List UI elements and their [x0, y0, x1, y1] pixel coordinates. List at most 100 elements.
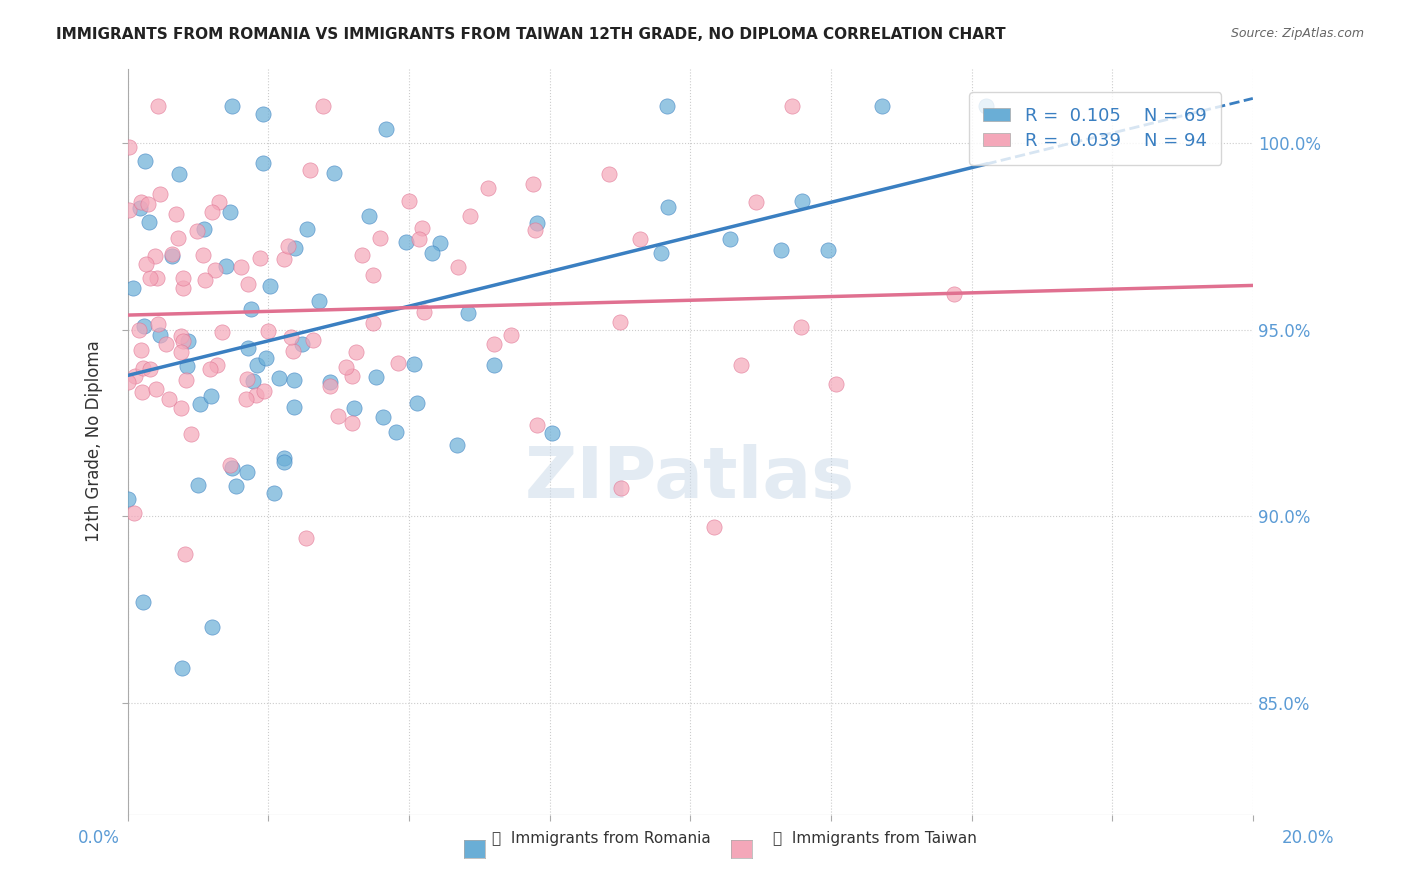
Point — [204, 263, 226, 277]
Point — [193, 248, 215, 262]
Point — [326, 409, 349, 423]
Point — [730, 359, 752, 373]
Point — [745, 194, 768, 209]
Point — [323, 166, 346, 180]
Point — [132, 360, 155, 375]
Point — [395, 235, 418, 249]
Point — [718, 232, 741, 246]
Point — [482, 337, 505, 351]
Point — [790, 320, 813, 334]
Point — [180, 426, 202, 441]
Point — [412, 305, 434, 319]
Point — [219, 458, 242, 473]
Point — [340, 416, 363, 430]
Point — [118, 139, 141, 153]
Point — [295, 221, 318, 235]
Point — [318, 376, 340, 390]
Point — [172, 281, 194, 295]
Legend: R =  0.105    N = 69, R =  0.039    N = 94: R = 0.105 N = 69, R = 0.039 N = 94 — [969, 93, 1222, 165]
Point — [253, 384, 276, 398]
Point — [146, 99, 169, 113]
Point — [187, 478, 209, 492]
Point — [299, 162, 322, 177]
Point — [208, 195, 231, 210]
Point — [172, 271, 194, 285]
Point — [122, 281, 145, 295]
Point — [174, 373, 197, 387]
Point — [200, 389, 222, 403]
Point — [291, 337, 314, 351]
Point — [598, 167, 620, 181]
Point — [162, 249, 184, 263]
Point — [499, 328, 522, 343]
Point — [135, 257, 157, 271]
Point — [131, 385, 153, 400]
Point — [366, 370, 388, 384]
Point — [294, 531, 316, 545]
Point — [165, 207, 187, 221]
Point — [145, 382, 167, 396]
Point — [139, 270, 162, 285]
Point — [225, 479, 247, 493]
Point — [129, 195, 152, 210]
Point — [361, 268, 384, 282]
Point — [283, 373, 305, 387]
Point — [198, 362, 221, 376]
Point — [482, 359, 505, 373]
Point — [201, 620, 224, 634]
Point — [308, 294, 330, 309]
Text: ⬜  Immigrants from Romania: ⬜ Immigrants from Romania — [492, 831, 711, 846]
Point — [170, 661, 193, 675]
Point — [825, 376, 848, 391]
Point — [177, 334, 200, 348]
Point — [335, 360, 357, 375]
Point — [194, 272, 217, 286]
Point — [240, 301, 263, 316]
Point — [526, 216, 548, 230]
Point — [458, 209, 481, 223]
Point — [172, 334, 194, 348]
Point — [398, 194, 420, 208]
Point — [477, 180, 499, 194]
Point — [167, 167, 190, 181]
Text: ZIPatlas: ZIPatlas — [526, 444, 855, 513]
Point — [157, 392, 180, 406]
Point — [238, 277, 260, 291]
Point — [221, 99, 243, 113]
Point — [446, 438, 468, 452]
Point — [402, 357, 425, 371]
Point — [609, 315, 631, 329]
Point — [254, 351, 277, 365]
Point — [143, 248, 166, 262]
Point — [269, 371, 291, 385]
Point — [252, 156, 274, 170]
Point — [170, 401, 193, 415]
Point — [408, 232, 430, 246]
Point — [769, 244, 792, 258]
Point — [167, 231, 190, 245]
Point — [610, 481, 633, 495]
Point — [238, 341, 260, 355]
Point — [170, 345, 193, 359]
Point — [205, 359, 228, 373]
Point — [263, 485, 285, 500]
Point — [870, 99, 893, 113]
Point — [128, 201, 150, 215]
Point — [256, 324, 278, 338]
Point — [406, 396, 429, 410]
Point — [170, 329, 193, 343]
Point — [193, 222, 215, 236]
Point — [219, 204, 242, 219]
Y-axis label: 12th Grade, No Diploma: 12th Grade, No Diploma — [86, 341, 103, 542]
Point — [242, 374, 264, 388]
Point — [149, 186, 172, 201]
Point — [446, 260, 468, 275]
Point — [221, 461, 243, 475]
Point — [146, 270, 169, 285]
Point — [361, 316, 384, 330]
Point — [259, 279, 281, 293]
Point — [387, 356, 409, 370]
Point — [139, 361, 162, 376]
Text: ⬜  Immigrants from Taiwan: ⬜ Immigrants from Taiwan — [773, 831, 977, 846]
Point — [340, 368, 363, 383]
